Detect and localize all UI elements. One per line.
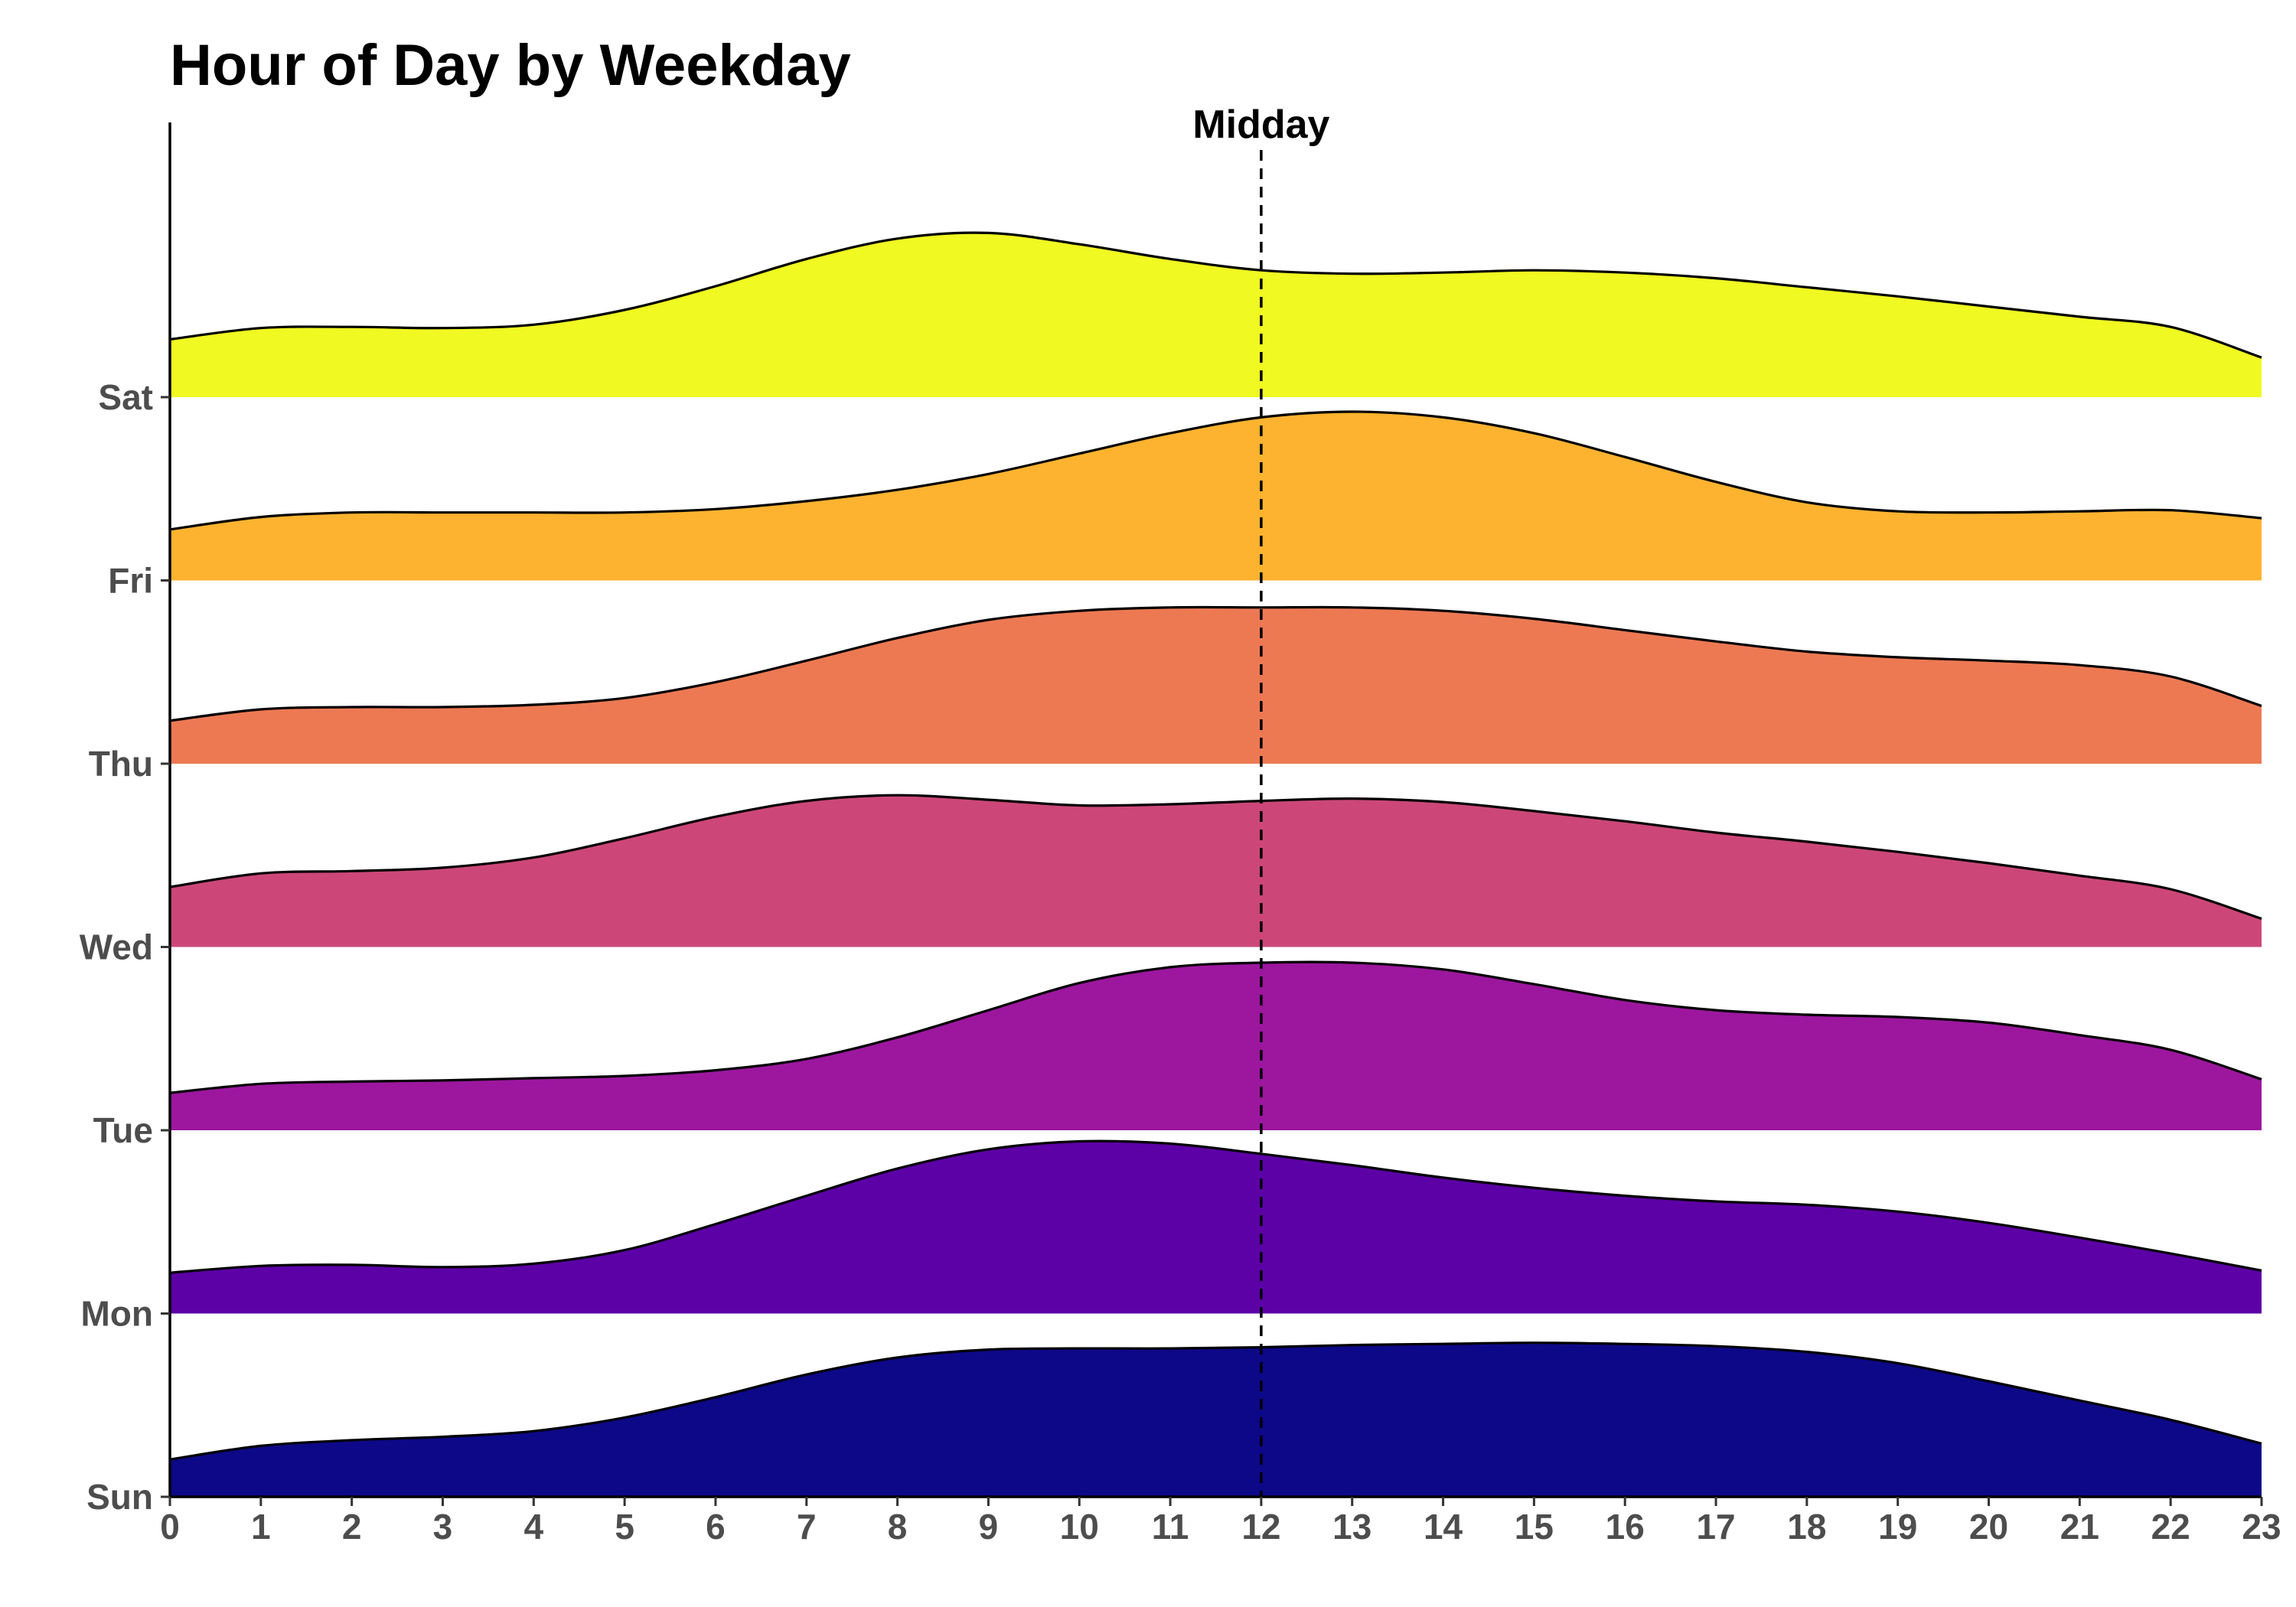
x-tick-label: 16 [1606,1507,1645,1547]
x-tick-label: 11 [1152,1507,1189,1547]
x-tick-label: 18 [1787,1507,1826,1547]
x-tick-label: 4 [524,1507,544,1547]
y-tick-label-mon: Mon [80,1294,153,1334]
x-tick-label: 22 [2151,1507,2190,1547]
x-tick-label: 8 [888,1507,908,1547]
ridge-area-wed [170,795,2262,947]
chart-title: Hour of Day by Weekday [170,33,851,98]
ridge-area-thu [170,607,2262,764]
x-tick-label: 3 [433,1507,453,1547]
y-tick-label-thu: Thu [89,744,153,784]
ridge-thu [169,605,2262,764]
x-tick-label: 19 [1878,1507,1917,1547]
y-tick-label-wed: Wed [80,927,153,967]
midday-annotation: Midday [1192,103,1330,1497]
ridge-fri [169,410,2262,581]
ridge-tue [169,960,2262,1130]
ridges-layer [169,231,2262,1497]
x-tick-label: 14 [1424,1507,1463,1547]
ridge-sun [169,1341,2262,1497]
x-tick-label: 12 [1241,1507,1280,1547]
y-tick-label-sun: Sun [86,1477,153,1517]
ridge-line-fri [169,410,2262,531]
midday-label: Midday [1192,103,1329,147]
x-tick-label: 1 [251,1507,271,1547]
axes-layer: 0 1 2 3 4 5 6 7 8 9 10 11 12 13 14 15 16 17 18 19 20 21 22 23Su… [80,122,2281,1547]
x-tick-label: 20 [1969,1507,2008,1547]
x-tick-label: 13 [1332,1507,1371,1547]
x-tick-label: 0 [160,1507,180,1547]
ridge-area-sat [170,233,2262,397]
y-tick-label-tue: Tue [93,1110,153,1150]
ridge-line-wed [169,794,2262,921]
x-tick-label: 7 [797,1507,817,1547]
ridge-line-mon [169,1139,2262,1274]
y-tick-label-sat: Sat [98,377,153,417]
ridge-mon [169,1139,2262,1314]
x-tick-label: 10 [1060,1507,1099,1547]
ridge-area-tue [170,962,2262,1130]
ridge-wed [169,794,2262,947]
x-tick-label: 23 [2242,1507,2281,1547]
ridge-line-sat [169,231,2262,359]
x-tick-label: 9 [979,1507,999,1547]
x-tick-label: 5 [615,1507,634,1547]
ridge-area-sun [170,1342,2262,1497]
x-tick-label: 6 [706,1507,726,1547]
ridge-line-tue [169,960,2262,1094]
ridge-line-thu [169,605,2262,722]
x-tick-label: 2 [342,1507,362,1547]
x-tick-label: 15 [1515,1507,1554,1547]
ridge-area-fri [170,412,2262,581]
ridge-sat [169,231,2262,397]
ridge-area-mon [170,1141,2262,1314]
ridge-line-sun [169,1341,2262,1461]
x-tick-label: 17 [1696,1507,1735,1547]
y-tick-label-fri: Fri [108,561,153,601]
x-tick-label: 21 [2060,1507,2099,1547]
